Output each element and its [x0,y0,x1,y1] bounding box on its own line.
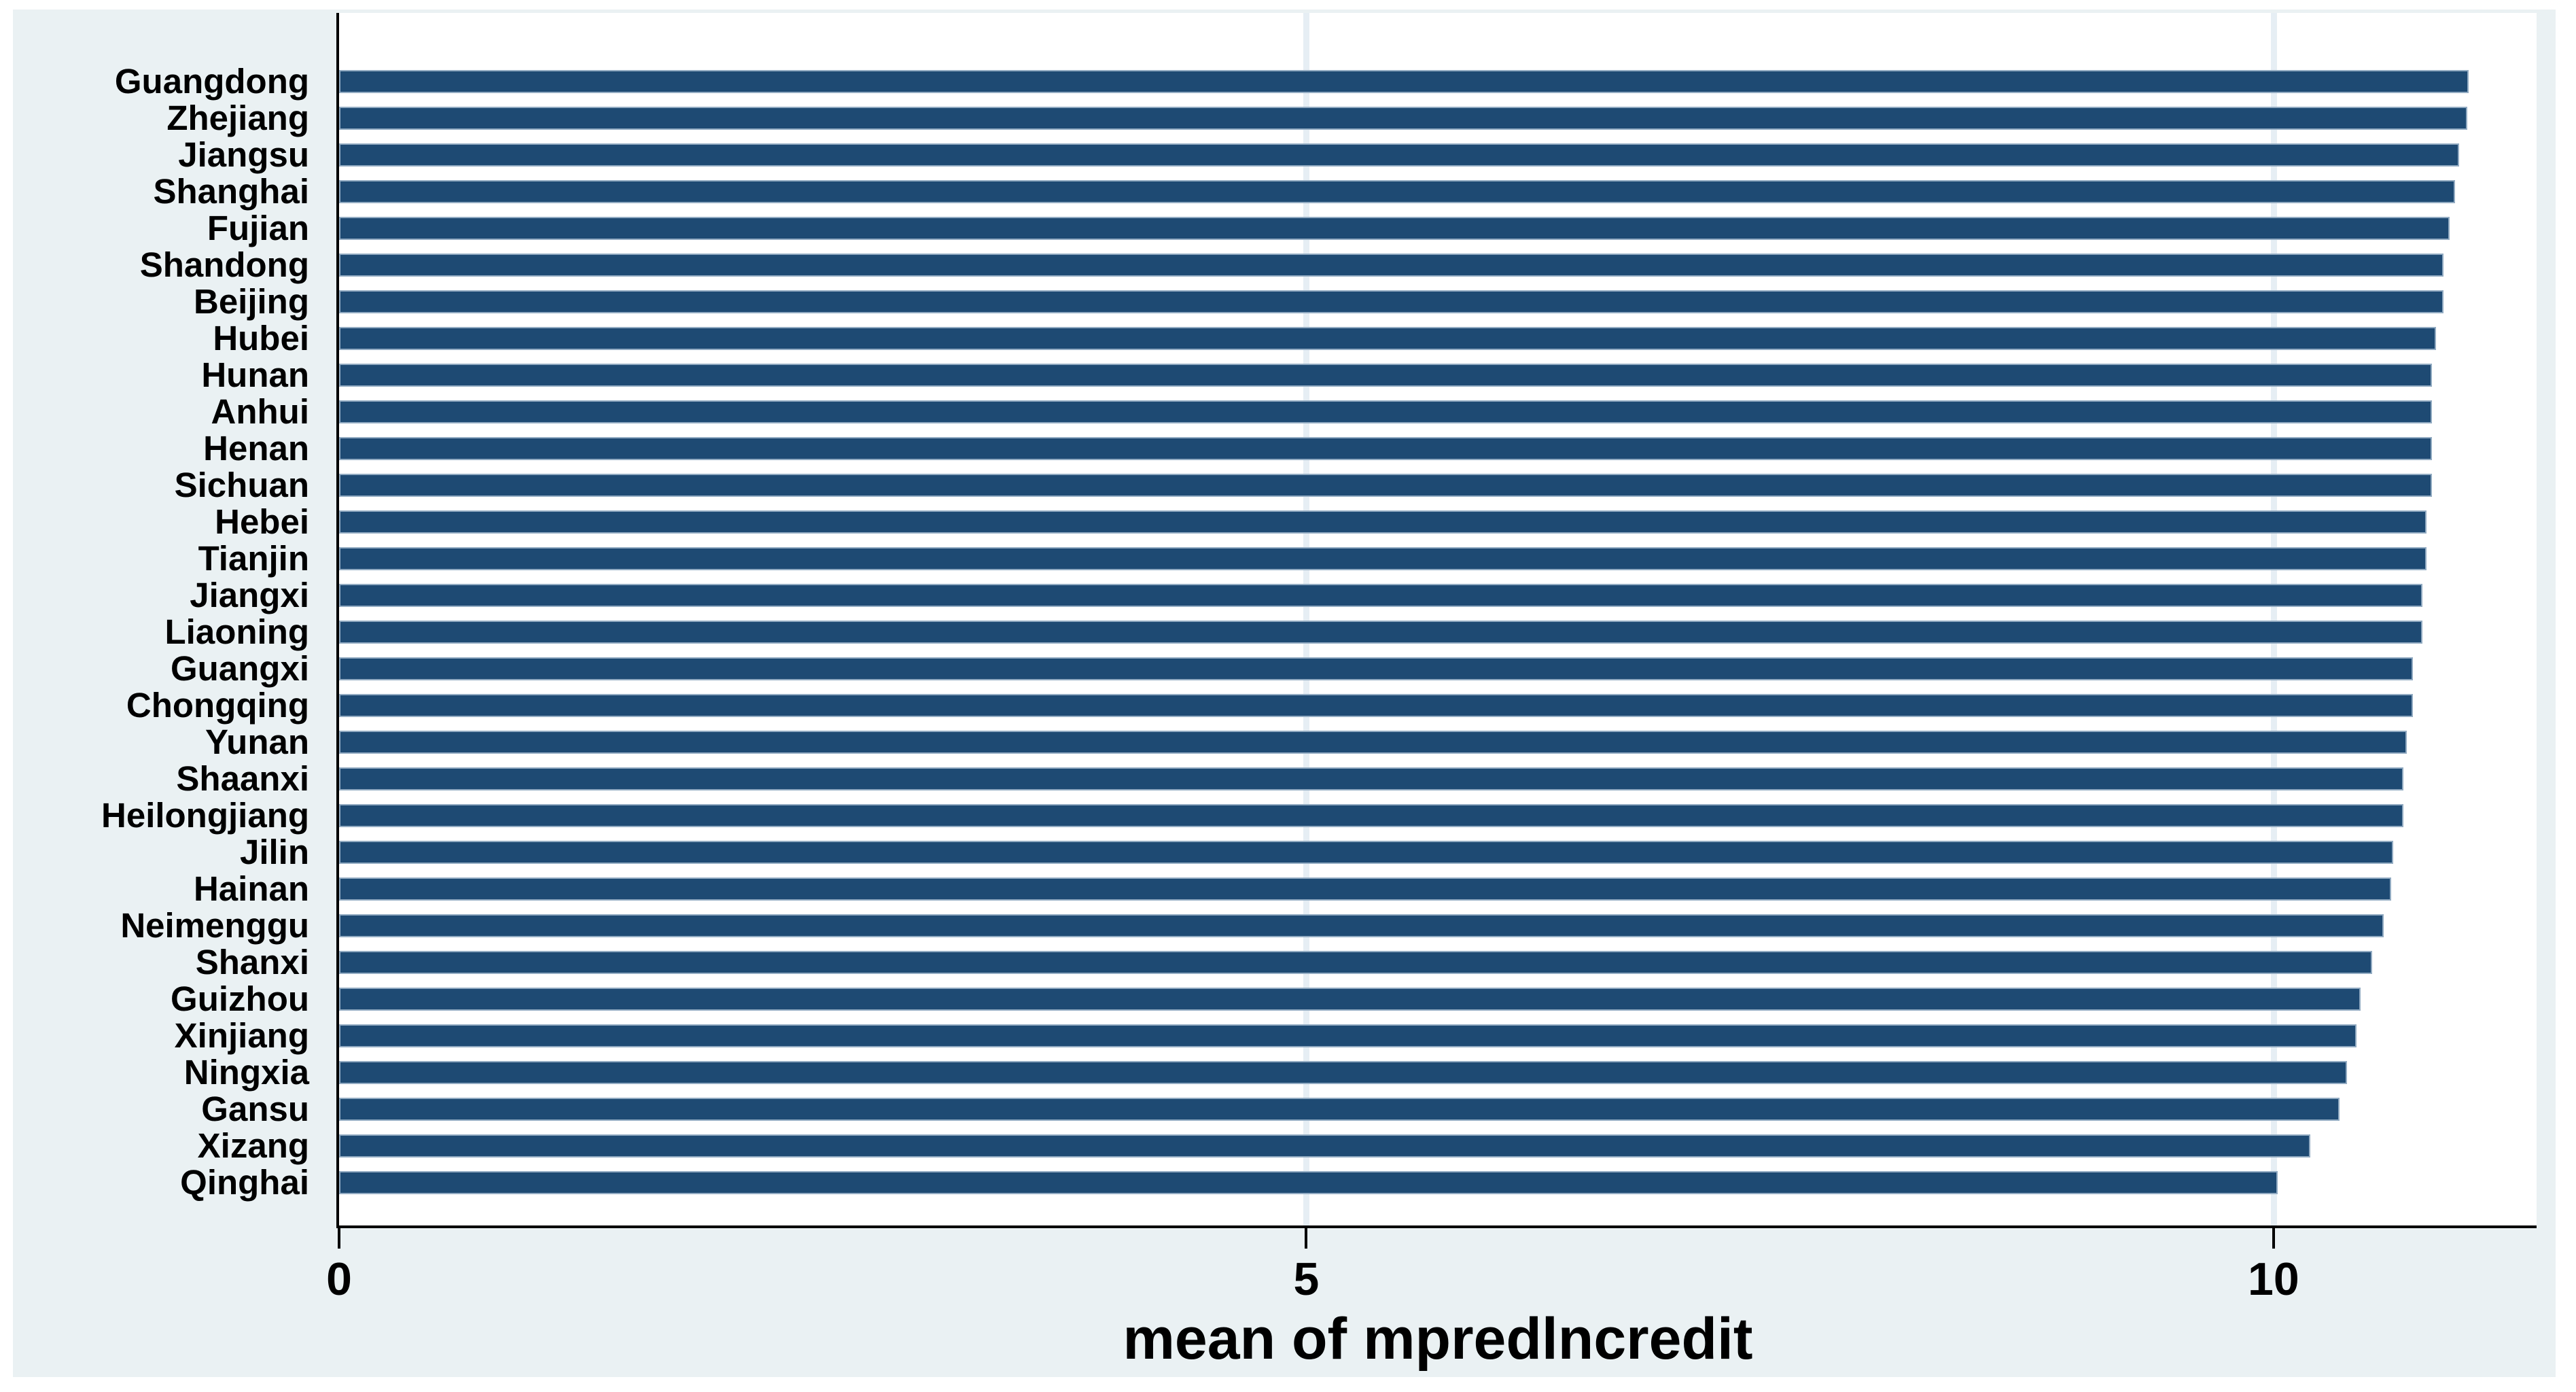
category-label-jiangsu: Jiangsu [178,135,309,174]
bar-guizhou [339,988,2361,1011]
category-label-zhejiang: Zhejiang [166,99,309,137]
x-axis-line [336,1225,2537,1228]
category-label-hubei: Hubei [213,319,309,358]
category-label-hainan: Hainan [193,869,309,908]
bar-guangxi [339,657,2413,680]
bar-hainan [339,877,2391,901]
x-tick-label-5: 5 [1293,1253,1320,1305]
bar-heilongjiang [339,804,2403,827]
bar-qinghai [339,1171,2278,1194]
x-tick-label-10: 10 [2248,1253,2299,1305]
bar-xinjiang [339,1024,2357,1047]
bar-ningxia [339,1061,2347,1084]
bar-neimenggu [339,914,2384,937]
category-label-beijing: Beijing [193,282,309,321]
category-label-jilin: Jilin [239,833,309,871]
category-label-liaoning: Liaoning [164,612,309,651]
category-label-hunan: Hunan [201,355,309,394]
bar-beijing [339,290,2443,313]
bar-chongqing [339,694,2413,717]
bar-shanxi [339,951,2372,974]
bar-henan [339,437,2432,460]
bar-jilin [339,841,2393,864]
category-label-chongqing: Chongqing [126,686,309,725]
category-label-shanxi: Shanxi [195,943,309,981]
category-label-shanghai: Shanghai [153,172,309,211]
bar-liaoning [339,621,2422,644]
bar-hunan [339,364,2432,387]
bar-hubei [339,327,2436,350]
category-label-qinghai: Qinghai [180,1163,309,1202]
bar-sichuan [339,474,2432,497]
x-tick-mark-0 [338,1228,340,1249]
bar-shanghai [339,180,2455,203]
bar-gansu [339,1098,2340,1121]
category-label-jiangxi: Jiangxi [190,576,309,614]
x-axis-title: mean of mpredlncredit [1123,1306,1753,1372]
category-label-guangdong: Guangdong [114,62,309,101]
category-label-yunan: Yunan [205,723,309,761]
bar-jiangxi [339,584,2422,607]
x-tick-mark-5 [1305,1228,1308,1249]
x-tick-label-0: 0 [326,1253,352,1305]
gridline-x-5 [1303,13,1310,1225]
bar-yunan [339,731,2407,754]
category-label-shandong: Shandong [139,245,309,284]
category-label-xinjiang: Xinjiang [174,1016,309,1055]
category-label-tianjin: Tianjin [198,539,309,578]
category-label-heilongjiang: Heilongjiang [101,796,309,835]
category-label-shaanxi: Shaanxi [176,759,309,798]
bar-tianjin [339,547,2427,570]
gridline-x-10 [2270,13,2277,1225]
bar-guangdong [339,70,2469,93]
category-label-xizang: Xizang [197,1126,309,1165]
plot-area [339,13,2537,1225]
category-label-anhui: Anhui [211,392,309,431]
category-label-henan: Henan [203,429,309,468]
x-tick-mark-10 [2272,1228,2275,1249]
bar-fujian [339,217,2450,240]
category-label-gansu: Gansu [201,1090,309,1128]
bar-shaanxi [339,767,2403,790]
category-label-sichuan: Sichuan [174,466,309,504]
category-label-neimenggu: Neimenggu [120,906,309,945]
bar-xizang [339,1134,2310,1158]
category-label-guizhou: Guizhou [171,979,309,1018]
bar-zhejiang [339,107,2467,130]
y-axis-line [336,13,339,1228]
category-label-guangxi: Guangxi [170,649,309,688]
bar-anhui [339,400,2432,423]
bar-shandong [339,254,2443,277]
category-label-ningxia: Ningxia [183,1053,309,1092]
category-label-fujian: Fujian [207,209,309,247]
bar-hebei [339,510,2427,534]
category-label-hebei: Hebei [215,502,309,541]
bar-jiangsu [339,143,2459,167]
